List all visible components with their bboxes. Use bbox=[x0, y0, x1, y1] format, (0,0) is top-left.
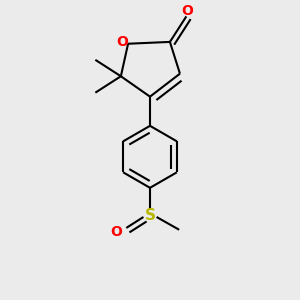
Text: S: S bbox=[145, 208, 155, 223]
Text: O: O bbox=[110, 225, 122, 238]
Text: O: O bbox=[117, 35, 128, 49]
Text: O: O bbox=[182, 4, 194, 18]
